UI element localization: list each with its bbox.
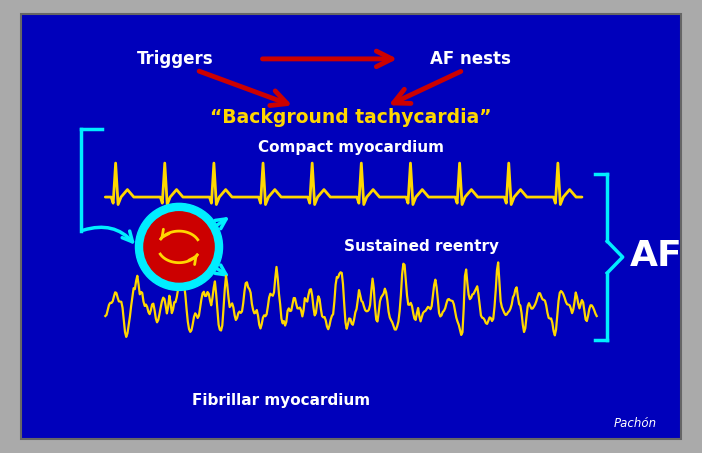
- Text: Triggers: Triggers: [137, 50, 214, 68]
- Text: Sustained reentry: Sustained reentry: [344, 239, 498, 255]
- Text: “Background tachycardia”: “Background tachycardia”: [211, 108, 491, 127]
- Text: Fibrillar myocardium: Fibrillar myocardium: [192, 393, 370, 409]
- Ellipse shape: [135, 203, 223, 290]
- Text: Compact myocardium: Compact myocardium: [258, 140, 444, 155]
- Text: AF: AF: [630, 239, 683, 273]
- Text: AF nests: AF nests: [430, 50, 511, 68]
- Text: Pachón: Pachón: [614, 417, 657, 430]
- Ellipse shape: [144, 212, 214, 282]
